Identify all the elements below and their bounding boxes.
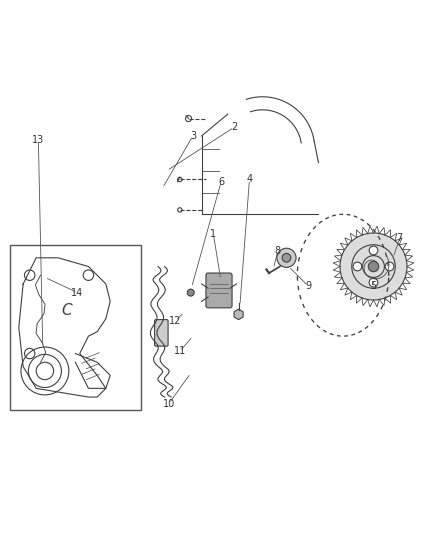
Text: 4: 4 — [247, 174, 253, 184]
Circle shape — [340, 233, 407, 300]
Text: 8: 8 — [275, 246, 281, 256]
Circle shape — [368, 261, 379, 272]
Text: 6: 6 — [218, 176, 224, 187]
FancyBboxPatch shape — [155, 320, 168, 346]
Circle shape — [385, 262, 394, 271]
Text: 10: 10 — [163, 399, 175, 409]
Text: C: C — [61, 303, 72, 318]
Circle shape — [187, 289, 194, 296]
Circle shape — [353, 262, 362, 271]
Bar — [10, 245, 141, 410]
Text: 5: 5 — [371, 281, 377, 291]
FancyBboxPatch shape — [206, 273, 232, 308]
Text: 2: 2 — [231, 122, 237, 132]
Circle shape — [282, 254, 291, 262]
Text: 9: 9 — [305, 281, 311, 291]
Text: 1: 1 — [210, 229, 216, 239]
Text: 11: 11 — [174, 346, 186, 357]
Text: 14: 14 — [71, 288, 84, 297]
Circle shape — [369, 246, 378, 255]
Circle shape — [277, 248, 296, 268]
Text: 7: 7 — [396, 233, 403, 243]
Text: 13: 13 — [32, 135, 45, 146]
Circle shape — [369, 278, 378, 287]
Text: 12: 12 — [170, 316, 182, 326]
Text: 3: 3 — [190, 131, 196, 141]
